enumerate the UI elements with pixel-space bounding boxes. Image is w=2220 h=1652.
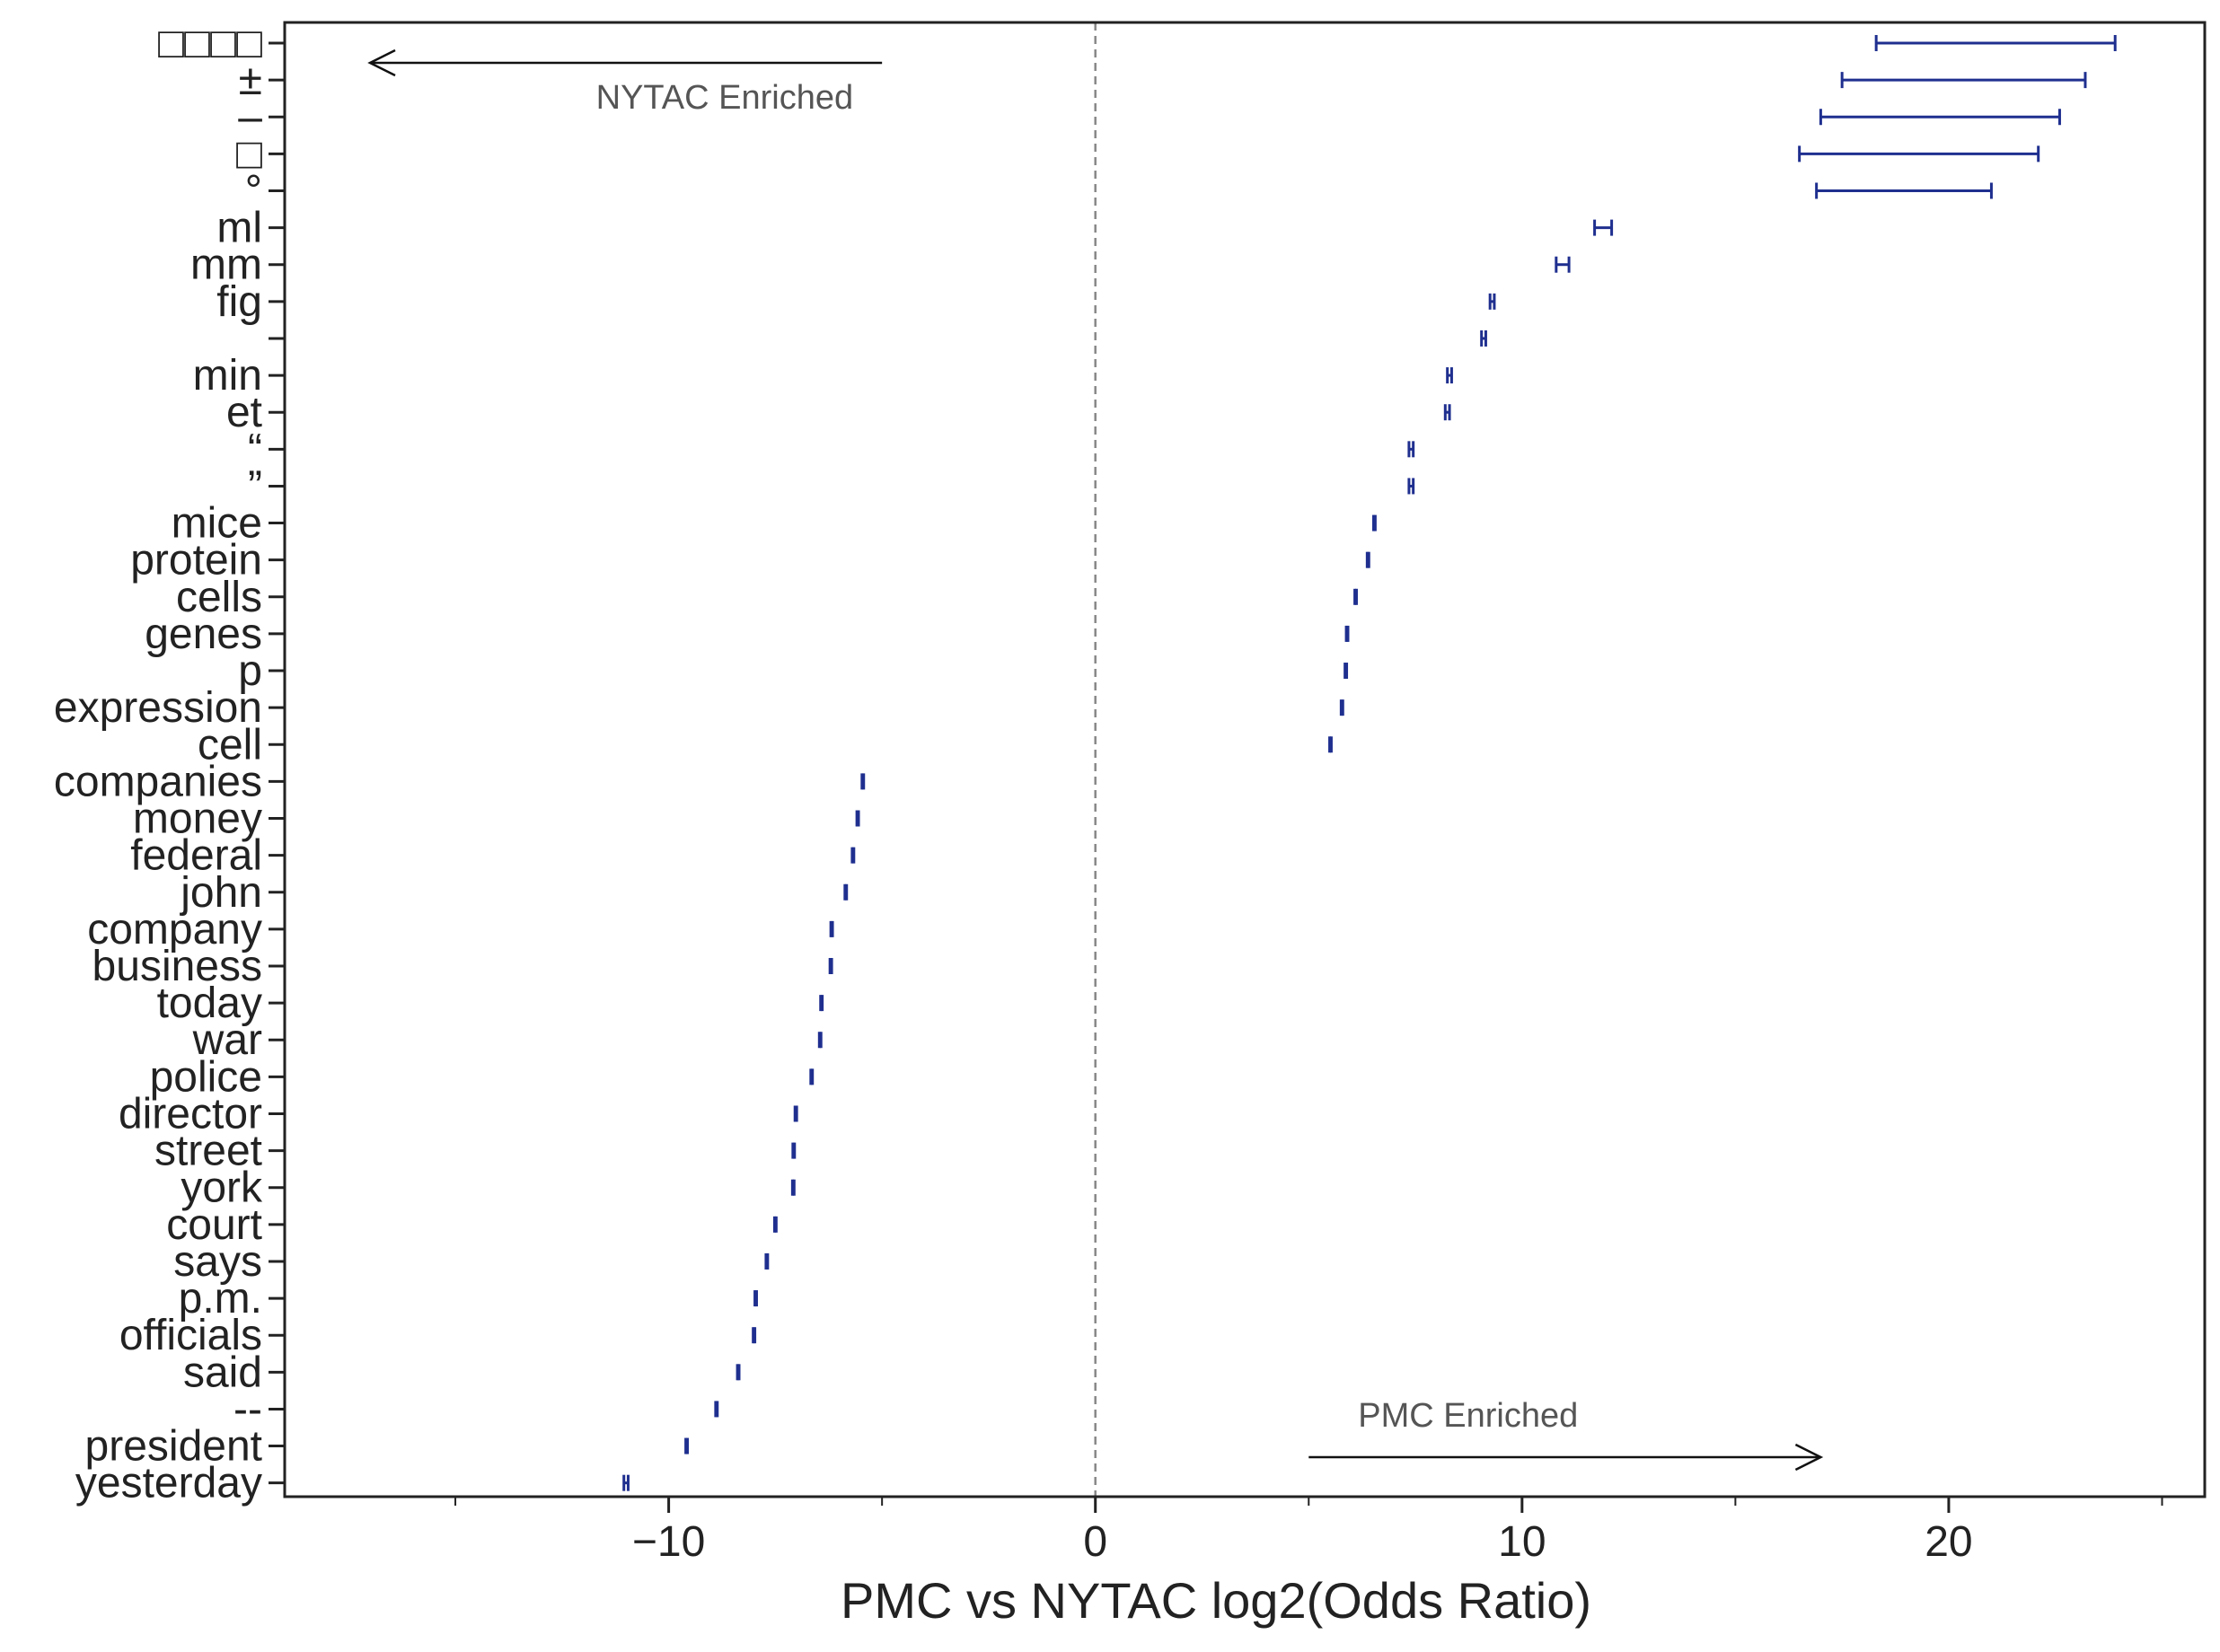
- error-bar: [714, 1401, 719, 1418]
- error-bar: [809, 1068, 815, 1085]
- error-bar: [1407, 478, 1415, 495]
- pmc-arrow-head: [1794, 1443, 1824, 1472]
- y-tick-label: p: [238, 647, 262, 695]
- y-tick-label: cell: [198, 721, 262, 769]
- error-bar: [1343, 663, 1349, 680]
- annotations: NYTAC Enriched PMC Enriched: [367, 48, 1824, 1472]
- y-tick-label: ”: [248, 462, 262, 510]
- error-bar: [791, 1142, 797, 1159]
- y-tick-label: john: [179, 869, 262, 917]
- error-bar: [622, 1474, 630, 1491]
- error-bar: [829, 920, 834, 937]
- error-bar: [1815, 182, 1993, 199]
- error-bar: [1446, 367, 1453, 384]
- error-bar: [752, 1327, 757, 1344]
- error-bar: [684, 1437, 690, 1454]
- y-tick-label: street: [154, 1128, 262, 1175]
- y-tick-label: genes: [145, 611, 262, 658]
- error-bar: [1344, 625, 1350, 642]
- error-bar: [790, 1179, 796, 1196]
- error-bar: [843, 883, 849, 901]
- x-tick-label: −10: [632, 1518, 705, 1566]
- y-tick-label: mm: [190, 242, 262, 289]
- x-axis-title: PMC vs NYTAC log2(Odds Ratio): [841, 1572, 1591, 1629]
- y-tick-label: today: [157, 980, 262, 1027]
- y-tick-label: cells: [176, 574, 262, 621]
- error-bar: [764, 1252, 770, 1270]
- y-tick-label: □□□□: [158, 20, 262, 67]
- error-bar: [850, 847, 856, 864]
- error-bar: [860, 773, 866, 790]
- nytac-arrow-head: [367, 48, 396, 77]
- y-tick-label: fig: [216, 278, 262, 326]
- error-bar: [1798, 145, 2040, 163]
- y-tick-label: ±: [239, 57, 262, 104]
- error-bar: [1353, 588, 1358, 605]
- error-bar: [1407, 441, 1415, 458]
- error-bar: [819, 995, 824, 1012]
- y-tick-label: said: [183, 1349, 262, 1396]
- y-tick-label: officials: [119, 1312, 262, 1359]
- y-tick-label: –: [238, 93, 262, 141]
- y-tick-label: federal: [130, 832, 262, 880]
- error-bar: [828, 958, 833, 974]
- y-tick-label: director: [119, 1090, 262, 1138]
- y-tick-label: business: [92, 943, 262, 990]
- y-tick-label: war: [192, 1016, 262, 1064]
- error-bar: [855, 810, 860, 827]
- error-bar: [772, 1216, 778, 1233]
- error-bar: [1840, 72, 2087, 89]
- error-bar: [1443, 404, 1451, 421]
- y-tick-label: president: [85, 1423, 262, 1471]
- error-bar: [1365, 551, 1370, 568]
- y-tick-label: yesterday: [75, 1460, 262, 1507]
- y-tick-label: ml: [216, 205, 262, 252]
- error-bar: [1593, 219, 1614, 236]
- plot-frame: [283, 21, 2207, 1498]
- error-bar: [1480, 330, 1487, 347]
- y-tick-label: says: [173, 1238, 262, 1286]
- y-tick-label: °: [245, 167, 262, 215]
- error-bar: [753, 1290, 758, 1307]
- error-bar: [1371, 514, 1377, 532]
- y-tick-label: protein: [130, 537, 262, 584]
- y-tick-label: min: [193, 352, 262, 400]
- pmc-enriched-label: PMC Enriched: [1358, 1397, 1578, 1435]
- y-tick-label: court: [166, 1201, 262, 1249]
- error-bar: [1488, 293, 1496, 310]
- y-tick-label: york: [181, 1164, 263, 1212]
- x-tick-label: 20: [1925, 1518, 1972, 1566]
- nytac-enriched-label: NYTAC Enriched: [596, 79, 854, 117]
- y-tick-label: police: [150, 1053, 262, 1101]
- error-bar: [1555, 256, 1571, 273]
- y-tick-label: mice: [172, 500, 262, 548]
- y-tick-label: money: [133, 795, 262, 843]
- y-tick-label: “: [248, 426, 262, 473]
- error-bar: [1328, 736, 1333, 753]
- y-tick-label: companies: [54, 758, 262, 805]
- error-bar: [1819, 109, 2061, 126]
- y-tick-label: company: [87, 906, 262, 953]
- error-bar: [793, 1105, 798, 1122]
- error-bar: [1339, 699, 1344, 716]
- y-tick-label: et: [226, 389, 262, 436]
- y-tick-label: p.m.: [179, 1275, 262, 1322]
- x-tick-label: 10: [1498, 1518, 1546, 1566]
- x-tick-label: 0: [1083, 1518, 1107, 1566]
- x-axis: −10 0 10 20: [454, 1497, 2163, 1566]
- error-bar: [817, 1032, 823, 1049]
- error-bars: [622, 35, 2117, 1491]
- y-tick-label: □: [236, 130, 262, 178]
- error-bar: [1874, 35, 2117, 51]
- y-tick-label: expression: [54, 684, 262, 732]
- y-tick-label: --: [233, 1385, 262, 1433]
- error-bar: [736, 1364, 741, 1381]
